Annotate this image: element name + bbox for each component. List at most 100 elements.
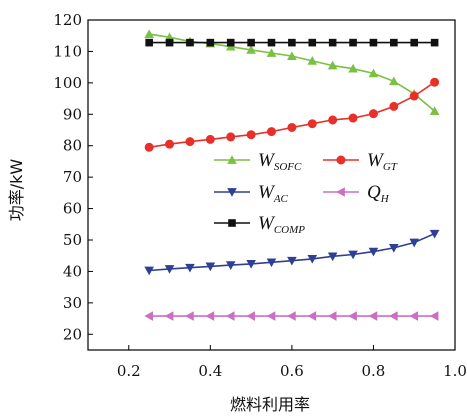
legend-swatch-marker [228, 219, 236, 227]
legend-label-sub: COMP [274, 224, 305, 236]
data-point-ac [389, 244, 399, 253]
data-point-gt [328, 115, 338, 125]
legend-label-sub: GT [383, 161, 398, 173]
y-tick-label: 100 [53, 74, 82, 92]
legend-label-sub: AC [273, 193, 289, 205]
data-point-ac [368, 247, 379, 257]
series-comp [145, 38, 439, 47]
data-point-ac [205, 262, 216, 272]
data-point-sofc [368, 68, 379, 78]
data-point-gt [144, 142, 154, 152]
legend-label-sub: SOFC [274, 161, 302, 173]
data-point-ac [327, 252, 338, 262]
y-tick-label: 80 [63, 137, 82, 155]
data-point-ac [409, 238, 420, 248]
data-point-ac [307, 255, 318, 264]
legend-swatch-marker [227, 155, 237, 164]
y-tick-label: 70 [63, 168, 82, 186]
legend-label-qh: QH [367, 182, 390, 205]
data-point-qh [327, 311, 337, 321]
legend-swatch-marker [227, 188, 237, 197]
data-point-comp [267, 38, 276, 47]
data-point-qh [429, 311, 439, 321]
y-tick-label: 110 [53, 42, 82, 60]
legend: WSOFC WGT WAC QH WCOMP [214, 150, 398, 236]
x-tick-label: 1.0 [443, 362, 467, 380]
series-ac [144, 229, 440, 276]
data-point-sofc [429, 106, 440, 115]
data-point-gt [246, 130, 256, 140]
data-point-gt [267, 127, 276, 137]
data-point-gt [368, 109, 378, 119]
y-tick-label: 120 [53, 11, 82, 29]
data-point-comp [206, 38, 215, 47]
data-point-comp [410, 38, 419, 47]
legend-entry-qh: QH [323, 182, 390, 205]
legend-entry-gt: WGT [323, 150, 398, 173]
axes: 20 30 40 50 60 70 80 90 100 110 120 0.2 0.4 0.6 0.8 1.0 [53, 11, 467, 380]
data-point-comp [430, 38, 439, 47]
data-point-sofc [266, 48, 277, 57]
data-point-ac [287, 256, 297, 266]
y-tick-label: 90 [63, 105, 82, 123]
data-point-qh [307, 311, 317, 321]
data-point-sofc [246, 45, 256, 54]
data-point-gt [348, 113, 358, 123]
data-point-qh [389, 311, 398, 321]
data-point-ac [266, 258, 277, 268]
x-axis-title: 燃料利用率 [230, 395, 310, 414]
data-point-comp [349, 38, 357, 47]
data-point-comp [390, 38, 398, 47]
data-point-qh [266, 311, 276, 321]
data-point-sofc [307, 56, 318, 65]
data-point-gt [389, 101, 399, 111]
legend-label-sofc: WSOFC [258, 150, 302, 173]
data-point-ac [246, 260, 256, 269]
y-axis-title: 功率/kW [7, 159, 26, 222]
data-point-ac [144, 266, 154, 276]
data-point-comp [247, 38, 255, 47]
series-layer [144, 29, 440, 321]
y-tick-label: 30 [63, 294, 82, 312]
y-tick-label: 20 [63, 325, 82, 343]
data-point-qh [185, 311, 194, 321]
legend-label-sub: H [380, 193, 390, 205]
data-point-sofc [389, 76, 399, 86]
data-point-qh [246, 311, 255, 321]
data-point-qh [368, 311, 378, 321]
data-point-qh [225, 311, 235, 321]
series-qh [144, 311, 439, 321]
data-point-gt [185, 137, 195, 147]
data-point-sofc [144, 29, 154, 38]
data-point-comp [145, 38, 153, 47]
data-point-comp [165, 38, 174, 47]
data-point-comp [288, 38, 296, 47]
legend-entry-comp: WCOMP [214, 213, 305, 236]
data-point-sofc [287, 51, 297, 60]
data-point-gt [287, 122, 297, 132]
data-point-ac [164, 265, 175, 274]
data-point-qh [287, 311, 296, 321]
data-point-qh [144, 311, 154, 321]
data-point-comp [226, 38, 235, 47]
data-point-comp [308, 38, 317, 47]
x-tick-label: 0.4 [198, 362, 222, 380]
data-point-ac [225, 261, 236, 270]
legend-label-gt: WGT [367, 150, 398, 173]
data-point-ac [185, 263, 195, 273]
data-point-gt [205, 134, 215, 144]
data-point-comp [328, 38, 337, 47]
data-point-gt [307, 119, 317, 129]
data-point-gt [226, 132, 236, 142]
legend-label-ac: WAC [258, 182, 289, 205]
plot-frame [87, 19, 456, 351]
data-point-sofc [348, 63, 358, 73]
data-point-gt [409, 91, 419, 101]
y-tick-label: 60 [63, 200, 82, 218]
legend-entry-sofc: WSOFC [214, 150, 302, 173]
legend-swatch-marker [336, 187, 345, 197]
data-point-comp [186, 38, 194, 47]
data-point-ac [429, 229, 440, 239]
legend-swatch-marker [336, 155, 346, 165]
